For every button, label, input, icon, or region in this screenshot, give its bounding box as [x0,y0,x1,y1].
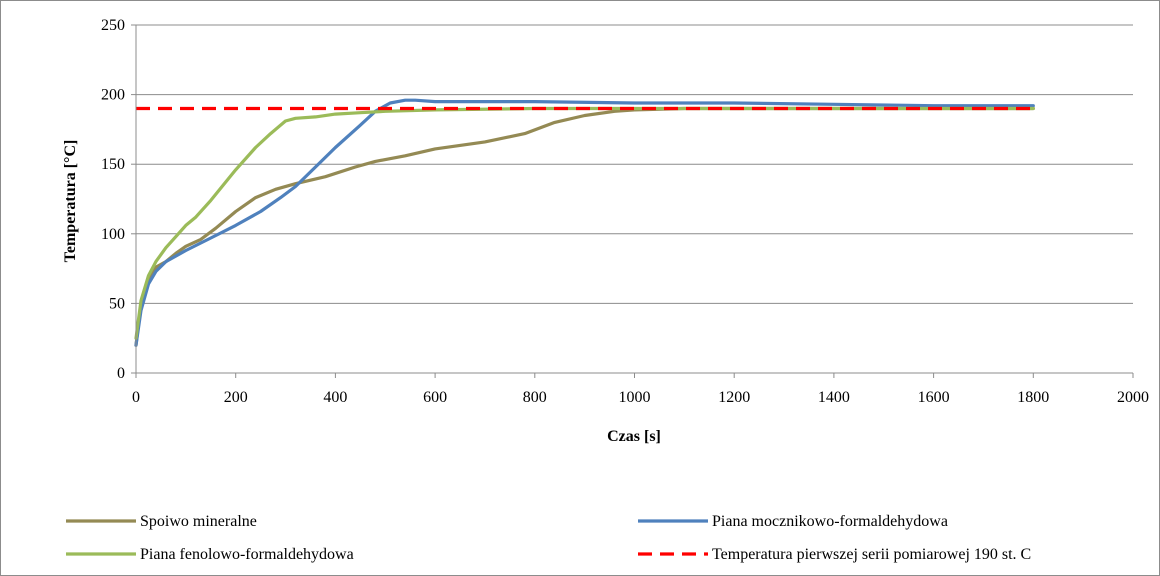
y-tick-label: 250 [101,17,125,34]
legend-label: Spoiwo mineralne [140,513,257,530]
y-tick-label: 150 [101,156,125,173]
legend-label: Piana mocznikowo-formaldehydowa [712,513,948,530]
legend-item-1: Spoiwo mineralne [66,513,257,530]
x-tick-label: 1200 [718,389,750,406]
gridlines [136,24,1133,304]
axes [131,24,1134,378]
series-layer [134,98,1035,347]
x-tick-label: 1400 [818,389,850,406]
x-tick-label: 600 [423,389,447,406]
x-tick-label: 0 [132,389,140,406]
y-axis-title: Temperatura [°C] [62,140,79,263]
legend-label: Piana fenolowo-formaldehydowa [140,546,354,563]
x-tick-label: 1800 [1017,389,1049,406]
series-line-3 [134,106,1035,340]
x-tick-label: 1000 [619,389,651,406]
x-tick-label: 1600 [918,389,950,406]
legend: Spoiwo mineralne Piana mocznikowo-formald… [66,513,1031,563]
x-tick-label: 800 [523,389,547,406]
legend-label: Temperatura pierwszej serii pomiarowej 1… [712,546,1031,563]
x-axis-title: Czas [s] [607,428,661,445]
y-tick-label: 0 [117,365,125,382]
legend-item-3: Piana fenolowo-formaldehydowa [66,546,354,563]
legend-item-4: Temperatura pierwszej serii pomiarowej 1… [638,546,1031,563]
legend-item-2: Piana mocznikowo-formaldehydowa [638,513,948,530]
x-tick-label: 400 [323,389,347,406]
y-tick-label: 100 [101,226,125,243]
x-tick-label: 200 [224,389,248,406]
y-tick-label: 50 [109,295,125,312]
series-line-1 [134,106,1035,347]
series-line-2 [134,98,1035,347]
x-tick-label: 2000 [1117,389,1149,406]
y-tick-label: 200 [101,87,125,104]
tick-labels: 0 50 100 150 200 250 0 200 400 600 800 1000 1200 1400… [101,17,1149,406]
